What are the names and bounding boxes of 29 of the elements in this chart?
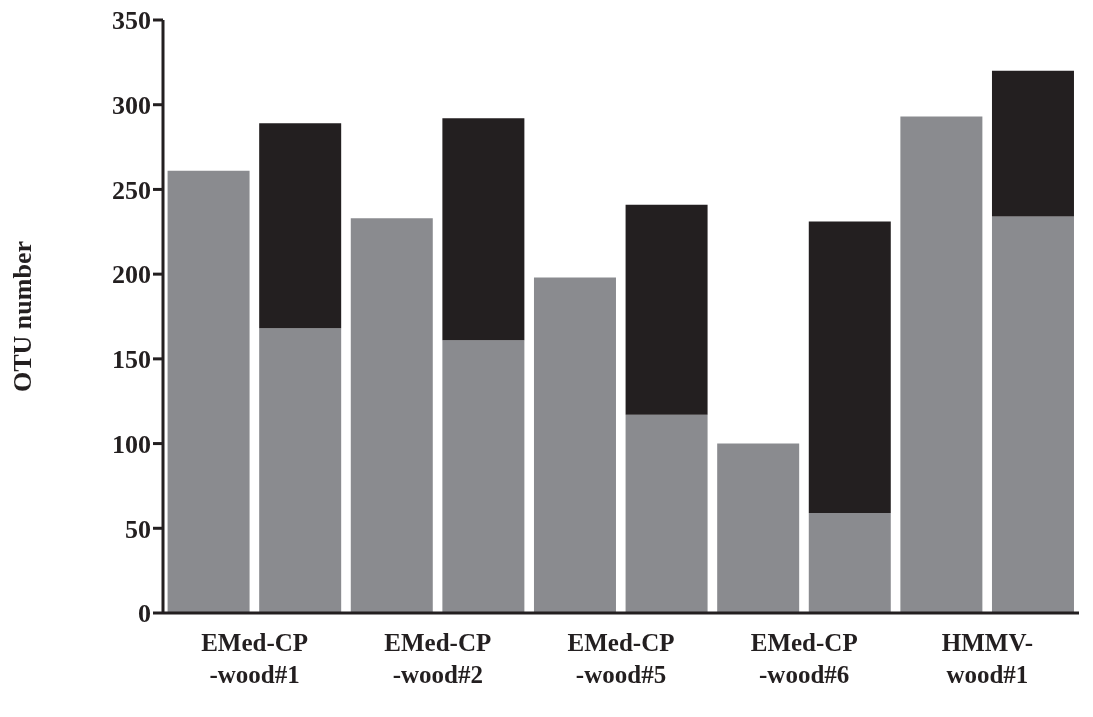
bar (991, 70, 1074, 217)
bar (625, 414, 708, 613)
x-tick-label: EMed-CP -wood#6 (750, 629, 858, 688)
bar (350, 218, 433, 613)
x-tick-label: EMed-CP -wood#2 (384, 629, 492, 688)
y-tick-label: 50 (125, 514, 151, 544)
bar (808, 513, 891, 613)
x-tick-label: EMed-CP -wood#5 (567, 629, 675, 688)
y-tick-label: 150 (112, 345, 151, 375)
y-tick-label: 300 (112, 90, 151, 120)
bar (442, 118, 525, 341)
y-tick-label: 200 (112, 260, 151, 290)
bar (991, 216, 1074, 613)
bar (900, 116, 983, 613)
bar (442, 340, 525, 613)
y-axis-title: OTU number (8, 241, 38, 392)
y-tick-label: 250 (112, 175, 151, 205)
x-tick-label: HMMV- wood#1 (941, 629, 1033, 688)
bar (717, 443, 800, 613)
y-tick-label: 100 (112, 429, 151, 459)
bar (808, 221, 891, 514)
x-tick-label: EMed-CP -wood#1 (201, 629, 309, 688)
bar (167, 170, 250, 613)
y-tick-label: 0 (138, 599, 151, 629)
bar (533, 277, 616, 613)
bar (625, 204, 708, 415)
bar (259, 123, 342, 329)
bar (259, 328, 342, 613)
y-tick-label: 350 (112, 6, 151, 36)
